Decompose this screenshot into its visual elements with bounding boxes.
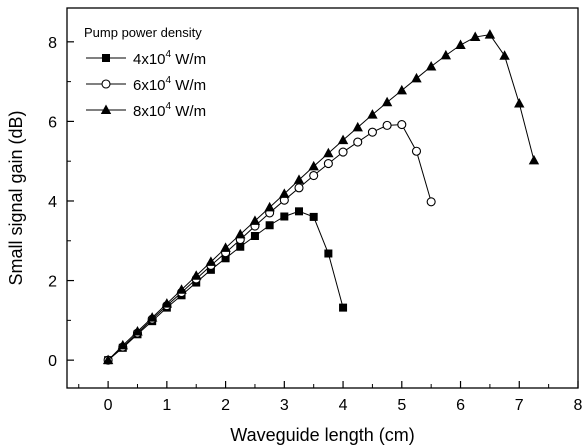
legend-label-base: 8x10 [133, 103, 166, 120]
triangle-marker [117, 339, 128, 350]
triangle-marker [367, 109, 378, 119]
triangle-marker [191, 270, 202, 280]
triangle-marker [514, 97, 525, 108]
square-marker [339, 303, 348, 312]
x-tick-label: 3 [280, 397, 289, 414]
legend-label-exponent: 4 [166, 49, 172, 60]
y-tick-label: 8 [48, 35, 57, 52]
square-marker [236, 242, 245, 251]
triangle-marker [293, 174, 305, 184]
legend-label-base: 4x10 [133, 51, 166, 68]
circle-marker [382, 120, 392, 130]
x-tick-label: 8 [574, 397, 583, 414]
triangle-marker [102, 354, 114, 365]
y-tick-label: 6 [48, 114, 57, 131]
square-marker [221, 254, 230, 263]
square-marker [280, 212, 289, 221]
series-2 [103, 120, 436, 365]
circle-marker [309, 170, 319, 181]
triangle-marker [100, 104, 112, 114]
legend-entry-1: 4x104 W/m [86, 49, 206, 68]
square-marker [295, 207, 304, 216]
circle-marker [367, 127, 377, 137]
triangle-marker [352, 121, 363, 132]
triangle-marker [132, 325, 143, 336]
triangle-marker [146, 312, 158, 322]
y-tick-label: 4 [48, 194, 57, 211]
x-tick-label: 2 [221, 397, 230, 414]
square-marker [324, 249, 333, 258]
circle-marker [338, 147, 348, 157]
triangle-marker [161, 298, 173, 308]
series-line [107, 124, 432, 361]
axis-ticks: 0 1 2 3 4 5 6 7 8 0 2 4 6 8 [48, 35, 582, 414]
series-3 [102, 29, 540, 365]
triangle-marker [484, 29, 496, 39]
legend-label-exponent: 4 [166, 75, 172, 86]
square-marker [265, 221, 274, 230]
triangle-marker [308, 160, 319, 171]
circle-marker [101, 79, 111, 89]
legend-label-exponent: 4 [166, 101, 172, 112]
x-tick-label: 7 [515, 397, 524, 414]
legend-entry-2: 6x104 W/m [86, 75, 206, 94]
legend-label-unit: W/m [171, 51, 206, 68]
circle-marker [294, 183, 304, 193]
legend-title: Pump power density [84, 25, 202, 40]
triangle-marker [279, 188, 290, 198]
triangle-marker [411, 72, 422, 83]
circle-marker [426, 197, 436, 207]
circle-marker [411, 146, 422, 156]
circle-marker [353, 137, 363, 147]
triangle-marker [323, 147, 334, 158]
triangle-marker [176, 284, 187, 294]
series-layer [102, 29, 540, 365]
triangle-marker [220, 242, 231, 252]
circle-marker [323, 159, 333, 169]
legend-label-unit: W/m [171, 103, 206, 120]
x-tick-label: 5 [397, 397, 406, 414]
triangle-marker [440, 49, 452, 60]
series-1 [104, 207, 348, 365]
triangle-marker [499, 50, 510, 60]
y-tick-label: 2 [48, 274, 57, 291]
triangle-marker [381, 96, 393, 107]
square-marker [309, 212, 318, 221]
legend-entry-3: 8x104 W/m [86, 101, 206, 120]
circle-marker [397, 120, 407, 130]
triangle-marker [337, 134, 349, 145]
series-line [107, 210, 344, 361]
x-tick-label: 4 [339, 397, 348, 414]
triangle-marker [249, 215, 261, 225]
triangle-marker [205, 256, 217, 266]
triangle-marker [235, 228, 246, 239]
square-marker [250, 232, 259, 240]
legend-label: 8x104 W/m [133, 101, 206, 120]
legend-label: 6x104 W/m [133, 75, 206, 94]
legend-label-base: 6x10 [133, 77, 166, 94]
triangle-marker [528, 154, 540, 165]
plot-frame [66, 7, 579, 389]
legend-label-unit: W/m [171, 77, 206, 94]
x-tick-label: 6 [456, 397, 465, 414]
y-axis-label: Small signal gain (dB) [6, 110, 26, 285]
triangle-marker [425, 60, 437, 71]
x-axis-label: Waveguide length (cm) [230, 425, 414, 445]
x-tick-label: 1 [162, 397, 171, 414]
triangle-marker [264, 201, 275, 212]
y-tick-label: 0 [48, 353, 57, 370]
legend-label: 4x104 W/m [133, 49, 206, 68]
triangle-marker [396, 84, 407, 95]
triangle-marker [455, 39, 466, 50]
square-marker [102, 54, 110, 62]
triangle-marker [470, 31, 481, 42]
x-tick-label: 0 [104, 397, 113, 414]
